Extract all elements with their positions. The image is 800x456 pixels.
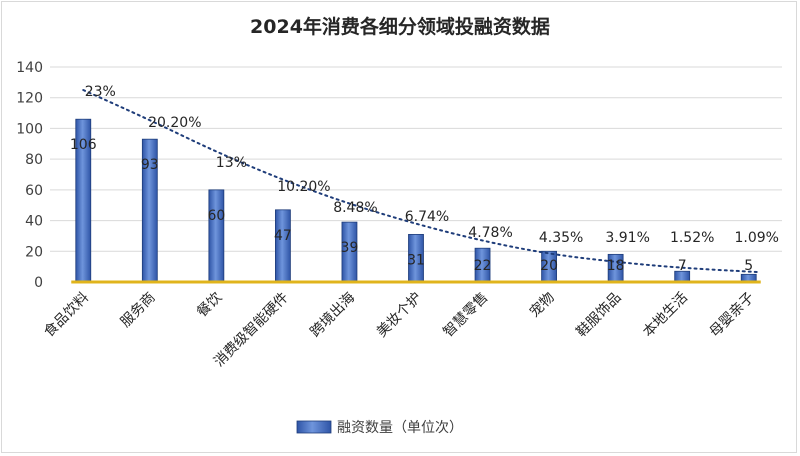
trend-layer — [82, 89, 758, 273]
x-tick-label: 鞋服饰品 — [574, 290, 625, 341]
bar-value-label: 5 — [744, 258, 753, 274]
bar-value-label: 31 — [407, 252, 425, 268]
percent-label: 20.20% — [148, 115, 201, 131]
bar-layer — [71, 118, 761, 284]
y-tick-label: 80 — [25, 152, 43, 168]
percent-label: 1.52% — [670, 230, 714, 246]
y-tick-label: 120 — [16, 91, 43, 107]
grid-layer: 0 20 40 60 80 100 120 140 — [16, 60, 782, 291]
bar-value-label: 18 — [607, 258, 625, 274]
bar-value-label: 20 — [540, 258, 558, 274]
x-tick-label: 本地生活 — [640, 290, 691, 341]
y-tick-label: 60 — [25, 183, 43, 199]
percent-label: 6.74% — [405, 209, 449, 225]
y-tick-label: 140 — [16, 60, 43, 76]
percent-label: 1.09% — [734, 230, 778, 246]
x-tick-label: 母婴亲子 — [707, 290, 758, 341]
y-tick-label: 40 — [25, 214, 43, 230]
legend-swatch — [296, 420, 332, 434]
legend: 融资数量（单位次） — [296, 420, 463, 436]
percent-label: 4.78% — [468, 225, 512, 241]
bar — [208, 189, 225, 283]
percent-label: 3.91% — [605, 230, 649, 246]
legend-label: 融资数量（单位次） — [337, 420, 463, 436]
percent-label: 13% — [216, 155, 247, 171]
y-tick-label: 100 — [16, 121, 43, 137]
percent-label: 10.20% — [277, 179, 330, 195]
bar-value-label: 93 — [141, 157, 159, 173]
trendline — [82, 89, 758, 273]
x-tick-label: 跨境出海 — [307, 290, 358, 341]
percent-label: 4.35% — [539, 230, 583, 246]
percent-label: 8.48% — [333, 200, 377, 216]
bar-value-label: 7 — [678, 258, 687, 274]
bar-value-label: 39 — [341, 240, 359, 256]
percent-label: 23% — [85, 84, 116, 100]
x-tick-label: 宠物 — [527, 290, 558, 321]
x-tick-label: 智慧零售 — [440, 290, 491, 341]
x-tick-label: 餐饮 — [194, 290, 225, 321]
y-tick-label: 0 — [34, 275, 43, 291]
x-tick-label: 美妆个护 — [374, 290, 425, 341]
y-tick-label: 20 — [25, 244, 43, 260]
x-tick-label: 服务商 — [118, 290, 159, 331]
bar-value-label: 22 — [474, 258, 492, 274]
bar — [275, 209, 291, 283]
x-tick-label: 食品饮料 — [40, 289, 92, 341]
chart-title: 2024年消费各细分领域投融资数据 — [250, 15, 550, 38]
bar-value-label: 60 — [207, 208, 225, 224]
bar-value-label: 47 — [274, 228, 292, 244]
bar-value-label: 106 — [70, 137, 97, 153]
